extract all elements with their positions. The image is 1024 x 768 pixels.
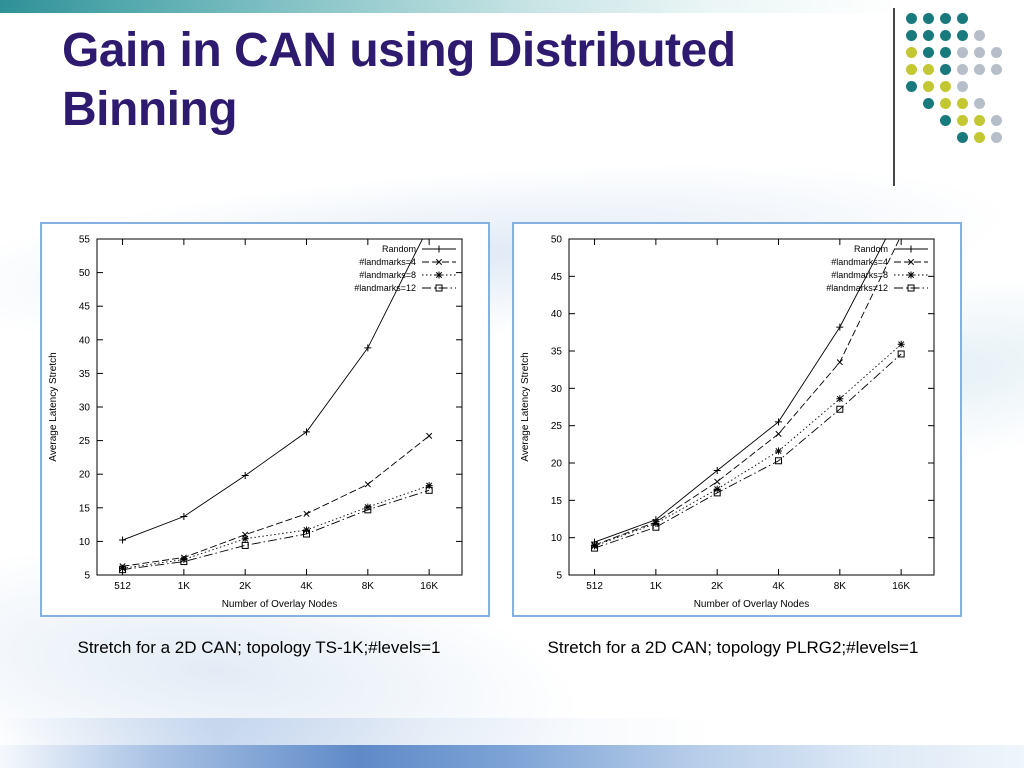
svg-text:25: 25 [79, 436, 91, 447]
svg-text:4K: 4K [300, 581, 313, 592]
svg-text:5: 5 [84, 571, 90, 582]
svg-text:40: 40 [551, 309, 563, 320]
svg-text:50: 50 [79, 268, 91, 279]
svg-text:2K: 2K [239, 581, 252, 592]
svg-text:45: 45 [79, 302, 91, 313]
svg-text:15: 15 [551, 496, 563, 507]
svg-text:40: 40 [79, 335, 91, 346]
svg-text:50: 50 [551, 235, 563, 246]
svg-text:#landmarks=12: #landmarks=12 [826, 283, 888, 293]
svg-text:55: 55 [79, 235, 91, 246]
slide-title: Gain in CAN using Distributed Binning [62, 24, 736, 136]
svg-text:8K: 8K [362, 581, 375, 592]
svg-text:2K: 2K [711, 581, 724, 592]
svg-text:15: 15 [79, 503, 91, 514]
svg-text:512: 512 [114, 581, 131, 592]
svg-text:16K: 16K [892, 581, 910, 592]
svg-text:30: 30 [551, 384, 563, 395]
svg-text:45: 45 [551, 272, 563, 283]
svg-text:20: 20 [551, 459, 563, 470]
svg-text:512: 512 [586, 581, 603, 592]
svg-text:Number of Overlay Nodes: Number of Overlay Nodes [222, 599, 338, 610]
svg-text:5: 5 [556, 571, 562, 582]
svg-text:35: 35 [79, 369, 91, 380]
divider-line [893, 8, 895, 186]
svg-text:8K: 8K [834, 581, 847, 592]
svg-text:#landmarks=4: #landmarks=4 [359, 257, 416, 267]
caption-right: Stretch for a 2D CAN; topology PLRG2;#le… [547, 638, 919, 657]
chart-panel-left: 5 10 15 20 25 30 35 40 45 50 55 512 1K 2K 4K 8K 16K Avera… [40, 222, 490, 617]
svg-text:25: 25 [551, 421, 563, 432]
background-wave [0, 718, 717, 748]
stretch-chart-plrg2: 5 10 15 20 25 30 35 40 45 50 512 1K 2K 4K 8K 16K Average… [520, 235, 935, 610]
top-gradient-band [0, 0, 1024, 13]
svg-text:10: 10 [551, 533, 563, 544]
svg-text:Number of Overlay Nodes: Number of Overlay Nodes [694, 599, 810, 610]
svg-text:35: 35 [551, 347, 563, 358]
svg-text:30: 30 [79, 403, 91, 414]
svg-text:16K: 16K [420, 581, 438, 592]
bottom-gradient-band [0, 745, 1024, 768]
dot-grid-decoration [906, 10, 1008, 146]
svg-text:#landmarks=12: #landmarks=12 [354, 283, 416, 293]
svg-text:4K: 4K [772, 581, 785, 592]
stretch-chart-ts1k: 5 10 15 20 25 30 35 40 45 50 55 512 1K 2K 4K 8K 16K Avera… [48, 235, 463, 610]
svg-text:Random: Random [382, 244, 416, 254]
svg-text:1K: 1K [650, 581, 663, 592]
svg-text:#landmarks=8: #landmarks=8 [359, 270, 416, 280]
svg-text:Random: Random [854, 244, 888, 254]
svg-text:10: 10 [79, 537, 91, 548]
svg-text:1K: 1K [178, 581, 191, 592]
svg-text:#landmarks=4: #landmarks=4 [831, 257, 888, 267]
caption-left: Stretch for a 2D CAN; topology TS-1K;#le… [77, 638, 441, 657]
svg-text:#landmarks=8: #landmarks=8 [831, 270, 888, 280]
svg-text:20: 20 [79, 470, 91, 481]
svg-text:Average Latency Stretch: Average Latency Stretch [520, 352, 531, 461]
svg-text:Average Latency Stretch: Average Latency Stretch [48, 352, 59, 461]
chart-panel-right: 5 10 15 20 25 30 35 40 45 50 512 1K 2K 4K 8K 16K Average… [512, 222, 962, 617]
